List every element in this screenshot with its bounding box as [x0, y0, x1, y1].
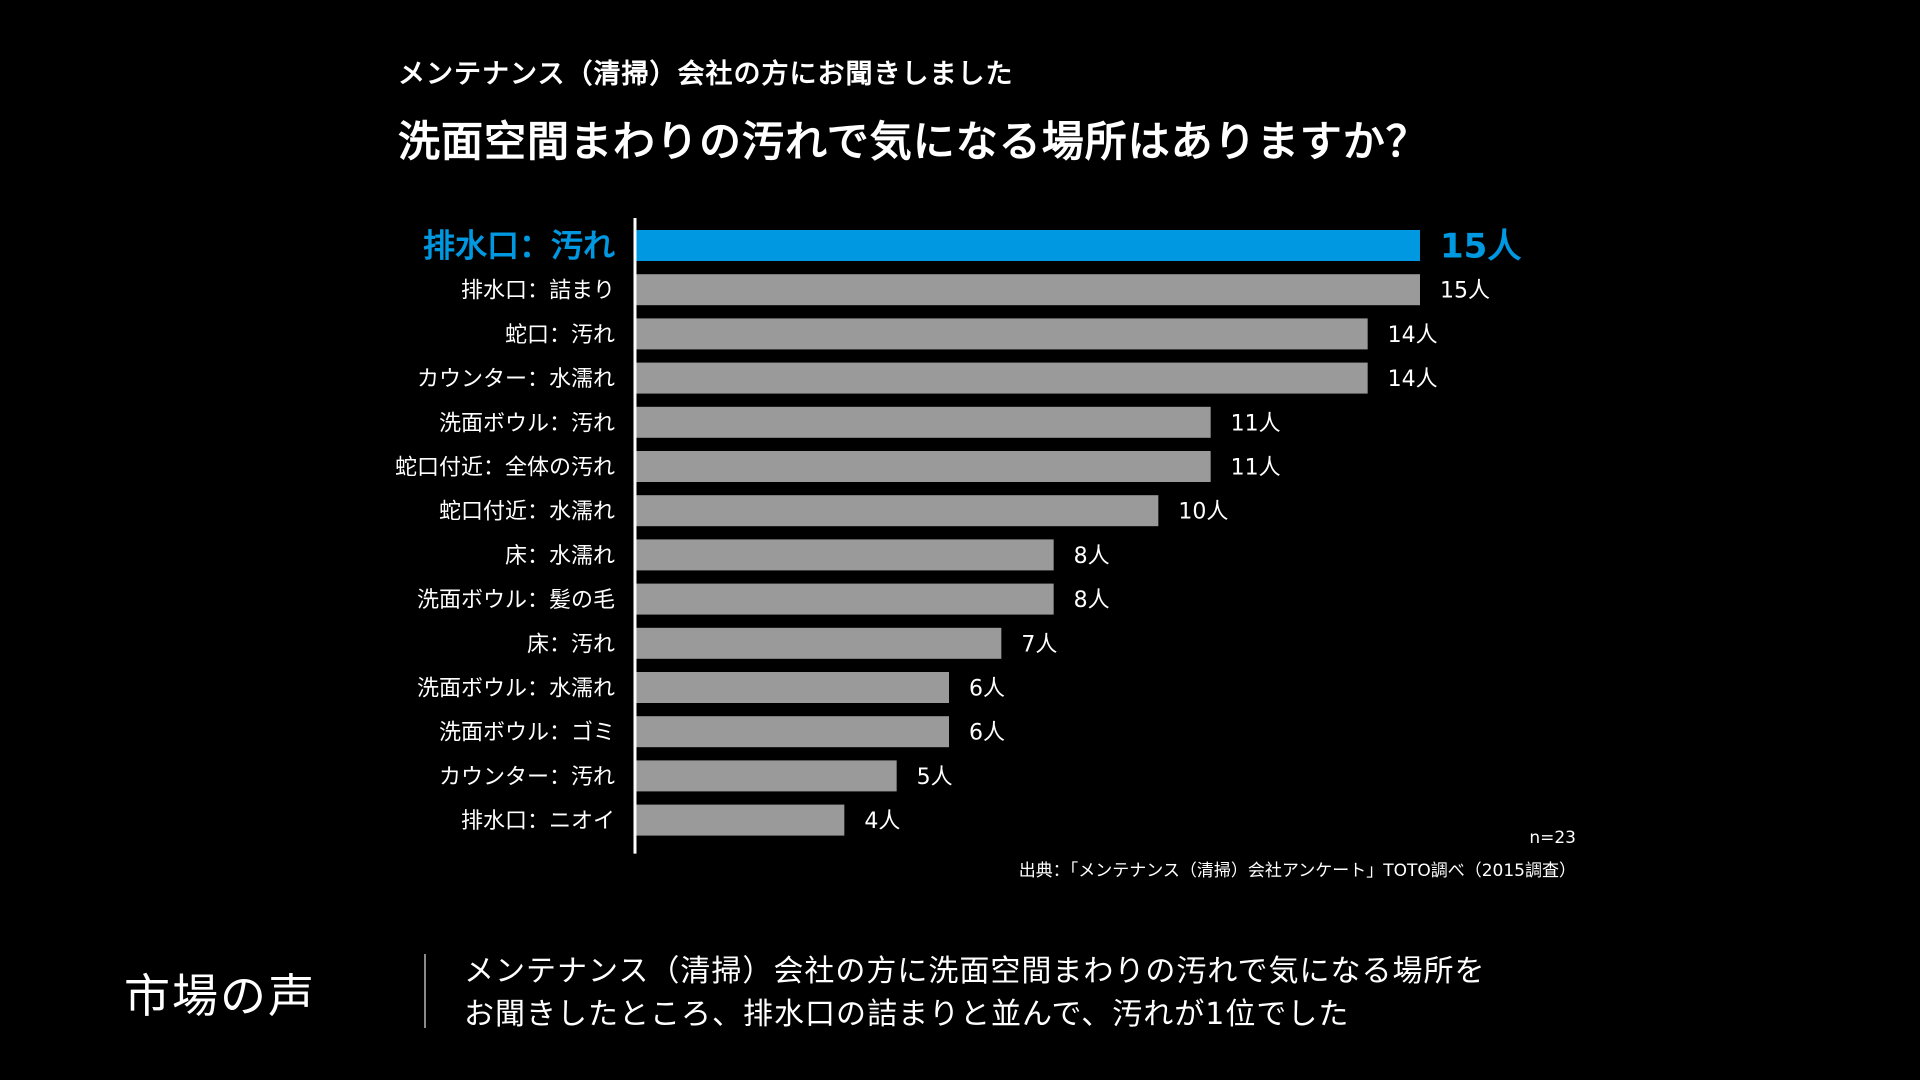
category-label: 洗面ボウル：汚れ: [439, 411, 615, 436]
value-label: 4人: [864, 809, 900, 834]
bar: [635, 451, 1211, 482]
value-label: 5人: [917, 765, 953, 790]
footer-text: メンテナンス（清掃）会社の方に洗面空間まわりの汚れで気になる場所を お聞きしたと…: [464, 950, 1486, 1036]
footer-line-2: お聞きしたところ、排水口の詰まりと並んで、汚れが1位でした: [464, 997, 1350, 1032]
footer-label: 市場の声: [124, 969, 316, 1023]
bar: [635, 760, 897, 792]
sample-size-note: n=23: [1529, 828, 1576, 848]
category-label: カウンター：水濡れ: [417, 367, 615, 392]
value-label: 8人: [1074, 544, 1110, 569]
bar: [635, 627, 1002, 659]
value-label: 8人: [1074, 588, 1110, 613]
value-label: 7人: [1021, 632, 1057, 657]
value-label: 6人: [969, 721, 1005, 746]
bar: [635, 274, 1420, 306]
value-label: 11人: [1231, 411, 1281, 436]
bar: [635, 230, 1420, 261]
value-label: 15人: [1440, 279, 1490, 304]
value-label: 6人: [969, 677, 1005, 702]
category-label: 排水口：汚れ: [423, 227, 615, 265]
bar: [635, 495, 1159, 527]
source-note: 出典：「メンテナンス（清掃）会社アンケート」TOTO調べ（2015調査）: [1018, 861, 1576, 881]
value-label: 11人: [1231, 456, 1281, 481]
value-label: 10人: [1178, 500, 1228, 525]
category-label: 床：水濡れ: [505, 544, 615, 569]
category-label: 排水口：詰まり: [461, 279, 615, 304]
value-label: 14人: [1388, 367, 1438, 392]
footer-line-1: メンテナンス（清掃）会社の方に洗面空間まわりの汚れで気になる場所を: [464, 954, 1486, 989]
bar: [635, 406, 1211, 438]
category-label: 蛇口：汚れ: [505, 323, 615, 348]
bar: [635, 672, 949, 703]
bar: [635, 362, 1368, 394]
chart-subtitle: メンテナンス（清掃）会社の方にお聞きしました: [398, 59, 1014, 90]
bar: [635, 539, 1054, 571]
footer-divider: [424, 954, 426, 1028]
category-label: 排水口：ニオイ: [461, 809, 615, 834]
bar: [635, 318, 1368, 350]
bar: [635, 583, 1054, 615]
bar: [635, 804, 845, 836]
value-label: 14人: [1388, 323, 1438, 348]
category-label: 蛇口付近：水濡れ: [439, 500, 615, 525]
category-label: 洗面ボウル：髪の毛: [417, 588, 615, 613]
category-label: 床：汚れ: [527, 632, 615, 657]
bar: [635, 716, 949, 748]
chart-title: 洗面空間まわりの汚れで気になる場所はありますか？: [398, 117, 1429, 166]
category-label: 蛇口付近：全体の汚れ: [395, 456, 615, 481]
category-label: 洗面ボウル：ゴミ: [439, 721, 615, 746]
category-label: カウンター：汚れ: [439, 765, 615, 790]
value-label: 15人: [1440, 227, 1521, 267]
category-label: 洗面ボウル：水濡れ: [417, 677, 615, 702]
